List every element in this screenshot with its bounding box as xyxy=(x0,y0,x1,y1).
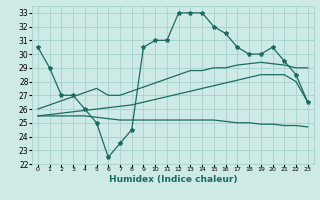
X-axis label: Humidex (Indice chaleur): Humidex (Indice chaleur) xyxy=(108,175,237,184)
